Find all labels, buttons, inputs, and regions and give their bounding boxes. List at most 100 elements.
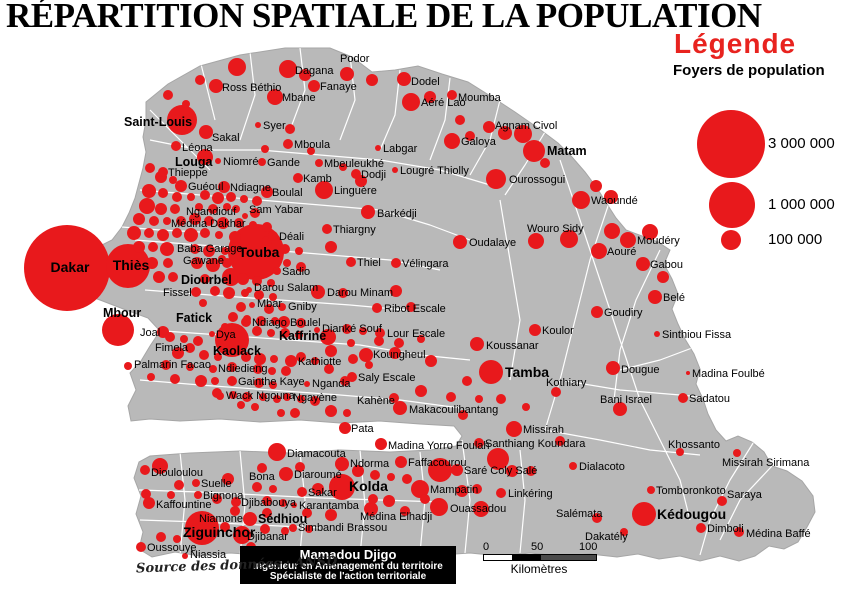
city-label: Missirah Sirimana	[722, 457, 810, 469]
legend-label-1m: 1 000 000	[768, 196, 835, 213]
population-dot	[264, 304, 274, 314]
city-label: Simbandi Brassou	[298, 522, 387, 534]
city-dot	[232, 242, 242, 252]
city-label: Léona	[182, 142, 213, 154]
population-dot	[368, 494, 378, 504]
city-label: Waoundé	[591, 195, 638, 207]
scale-tick-0: 0	[483, 541, 490, 553]
city-label: Podor	[340, 53, 370, 65]
population-dot	[455, 115, 465, 125]
city-dot	[486, 169, 506, 189]
city-dot	[717, 496, 727, 506]
population-dot	[170, 204, 180, 214]
city-dot	[335, 457, 349, 471]
population-dot	[267, 279, 275, 287]
city-dot	[199, 125, 213, 139]
city-dot	[322, 224, 332, 234]
city-label: Kahène	[357, 395, 395, 407]
city-dot	[102, 314, 134, 346]
city-dot	[340, 67, 354, 81]
city-dot	[654, 331, 660, 337]
city-label: Aouré	[607, 246, 636, 258]
city-dot	[227, 376, 237, 386]
population-dot	[342, 324, 352, 334]
city-label: Djibanar	[247, 531, 288, 543]
population-dot	[254, 353, 266, 365]
population-dot	[252, 276, 262, 286]
city-dot	[391, 258, 401, 268]
population-dot	[173, 535, 181, 543]
city-dot	[451, 464, 463, 476]
population-dot	[425, 355, 437, 367]
city-label: Guéoul	[188, 181, 223, 193]
city-label: Khossanto	[668, 439, 720, 451]
city-dot	[297, 487, 307, 497]
population-dot	[212, 192, 224, 204]
city-dot	[304, 381, 310, 387]
population-dot	[277, 409, 285, 417]
population-dot	[229, 231, 241, 243]
city-label: Linguère	[334, 185, 377, 197]
city-dot	[222, 268, 240, 286]
city-dot	[279, 60, 297, 78]
population-dot	[152, 458, 168, 474]
population-dot	[420, 494, 430, 504]
city-label: Palmarin Facao	[134, 359, 211, 371]
city-label: Oudalaye	[469, 237, 516, 249]
population-dot	[160, 242, 174, 256]
population-dot	[400, 506, 410, 516]
city-label: Ngandiouf	[186, 206, 237, 218]
city-dot	[268, 231, 278, 241]
city-dot	[569, 462, 577, 470]
city-label: Kaffountine	[156, 499, 211, 511]
population-dot	[228, 312, 238, 322]
population-dot	[424, 91, 436, 103]
city-label: Dodel	[411, 76, 440, 88]
city-dot	[283, 393, 291, 401]
city-dot	[389, 393, 399, 403]
city-label: Sakal	[212, 132, 240, 144]
population-dot	[365, 361, 373, 369]
scale-bar: 0 50 100 Kilomètres	[483, 541, 603, 576]
city-dot	[359, 348, 373, 362]
city-label: Thiargny	[333, 224, 376, 236]
population-dot	[307, 147, 315, 155]
city-label: Karantamba	[299, 500, 360, 512]
city-label: Diamacouta	[287, 448, 347, 460]
population-dot	[242, 392, 252, 402]
population-dot	[417, 335, 425, 343]
population-dot	[496, 394, 506, 404]
city-dot	[291, 502, 297, 508]
city-dot	[167, 105, 197, 135]
population-dot	[221, 247, 229, 255]
population-dot	[302, 508, 312, 518]
city-dot	[392, 167, 398, 173]
population-dot	[590, 180, 602, 192]
population-dot	[402, 474, 412, 484]
city-dot	[182, 553, 188, 559]
city-label: Dialacoto	[579, 461, 625, 473]
city-label: Dakar	[51, 259, 90, 275]
legend-label-3m: 3 000 000	[768, 135, 835, 152]
population-dot	[243, 315, 251, 323]
city-label: Médina Baffé	[746, 528, 811, 540]
city-label: Madina Foulbé	[692, 368, 765, 380]
city-dot	[315, 181, 333, 199]
population-dot	[604, 190, 618, 204]
city-dot	[676, 448, 684, 456]
population-dot	[133, 213, 145, 225]
city-label: Dya	[216, 329, 236, 341]
city-label: Ourossogui	[509, 174, 565, 186]
population-dot	[256, 316, 266, 326]
city-label: Belé	[663, 292, 685, 304]
district-borders	[121, 48, 773, 557]
population-dot	[389, 347, 401, 359]
city-label: Ziguinchor	[183, 524, 256, 540]
population-dot	[262, 496, 272, 506]
scale-bar-segment	[511, 555, 540, 560]
population-dot	[169, 176, 177, 184]
population-dot	[283, 259, 291, 267]
city-dot	[233, 526, 251, 544]
city-dot	[315, 159, 323, 167]
population-dot	[498, 126, 512, 140]
